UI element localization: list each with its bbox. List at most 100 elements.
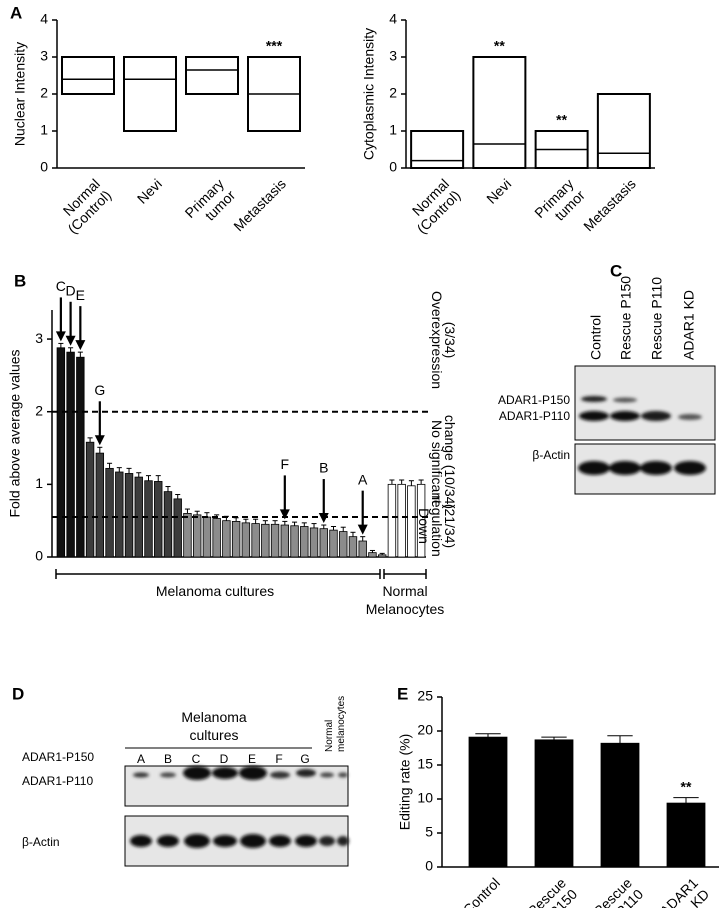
band <box>613 397 637 403</box>
y-tick-label: 0 <box>389 159 397 175</box>
blot-bands <box>579 396 702 421</box>
arrow-label: B <box>319 460 328 476</box>
bracket-label-line: Normal <box>382 583 427 599</box>
bar <box>222 520 231 558</box>
blot-title: Melanoma cultures <box>181 709 247 743</box>
bar <box>251 523 260 558</box>
x-tick-label: RescueP110 <box>590 874 646 908</box>
blot-bands <box>133 766 348 780</box>
panel-label: D <box>12 684 24 703</box>
y-tick-label: 25 <box>417 688 433 704</box>
box <box>410 130 465 169</box>
x-tick-label: Control <box>460 874 503 908</box>
band <box>270 771 290 779</box>
group-label: Downregulation(21/34) <box>416 495 458 557</box>
lane-label: C <box>192 752 201 766</box>
bracket-label-line: Melanoma cultures <box>156 583 274 599</box>
y-axis-label: Fold above average values <box>7 349 23 517</box>
x-tick-label: ADAR1KD <box>656 874 712 908</box>
band-label: ADAR1-P110 <box>22 774 93 788</box>
x-tick-label: Normal(Control) <box>53 175 114 236</box>
y-tick-label: 1 <box>35 475 43 491</box>
bar <box>212 518 221 558</box>
lane-label: E <box>248 752 256 766</box>
bar <box>66 351 75 558</box>
band <box>130 835 152 847</box>
y-axis-label: Editing rate (%) <box>397 734 413 830</box>
group-label-line: (3/34) <box>442 322 458 359</box>
bar <box>231 521 241 558</box>
y-tick-label: 0 <box>35 548 43 564</box>
bar <box>468 736 508 868</box>
y-tick-label: 1 <box>389 122 397 138</box>
group-label-line: Down <box>416 508 432 544</box>
group-label-line: (21/34) <box>442 504 458 548</box>
bar <box>56 347 66 558</box>
band <box>640 461 672 475</box>
bar <box>144 480 153 558</box>
band-label: ADAR1-P150 <box>22 750 94 764</box>
arrow-label: A <box>358 471 368 487</box>
y-tick-label: 2 <box>40 85 48 101</box>
x-tick-label: Primarytumor <box>531 175 588 232</box>
y-tick-label: 0 <box>425 858 433 874</box>
band <box>160 772 176 778</box>
panel-label: B <box>14 271 26 290</box>
bar <box>105 467 114 558</box>
bar <box>154 481 163 558</box>
box <box>61 56 115 95</box>
y-tick-label: 2 <box>35 402 43 418</box>
bar <box>173 498 182 558</box>
y-axis-label: Nuclear Intensity <box>12 42 28 146</box>
bar <box>183 513 192 558</box>
box <box>472 56 527 169</box>
bar <box>358 540 367 558</box>
band <box>183 766 211 780</box>
band <box>338 772 348 778</box>
annotation: ** <box>681 778 692 794</box>
bar <box>270 523 280 558</box>
bar <box>192 514 202 558</box>
x-tick-label-line: Metastasis <box>230 175 289 234</box>
bar <box>319 528 328 558</box>
arrow-head <box>65 335 76 346</box>
band <box>269 835 291 847</box>
lane-label: D <box>220 752 229 766</box>
y-tick-label: 3 <box>40 48 48 64</box>
blot-bands <box>130 834 349 848</box>
band <box>581 396 607 402</box>
band-label: ADAR1-P150 <box>498 393 570 407</box>
bar <box>290 525 299 558</box>
lane-label: F <box>275 752 282 766</box>
bracket-label-line: Melanocytes <box>366 601 445 617</box>
arrow-head <box>75 340 86 351</box>
bar <box>202 516 212 558</box>
group-label-line: No significant <box>429 420 445 504</box>
band <box>337 836 349 846</box>
y-tick-label: 1 <box>40 122 48 138</box>
bar <box>387 483 397 558</box>
y-tick-label: 3 <box>389 48 397 64</box>
bar <box>95 452 105 558</box>
lane-label: B <box>164 752 172 766</box>
group-label: No significantchange (10/34) <box>429 415 458 509</box>
band-label: β-Actin <box>22 835 60 849</box>
x-tick-label: Metastasis <box>230 175 289 234</box>
band <box>641 411 671 421</box>
reference-lane-label: Normalmelanocytes <box>324 696 347 752</box>
bar <box>163 491 173 558</box>
group-label-line: Overexpression <box>429 291 445 389</box>
bar <box>309 527 319 558</box>
band-label: ADAR1-P110 <box>499 409 570 423</box>
panel-label: E <box>397 684 408 703</box>
lane-label: Control <box>588 315 604 360</box>
y-tick-label: 4 <box>389 11 397 27</box>
arrow-label: D <box>66 282 76 298</box>
group-label: Overexpression(3/34) <box>429 291 458 389</box>
bar <box>397 483 406 558</box>
y-tick-label: 4 <box>40 11 48 27</box>
bar <box>368 552 377 558</box>
blot <box>574 365 716 441</box>
